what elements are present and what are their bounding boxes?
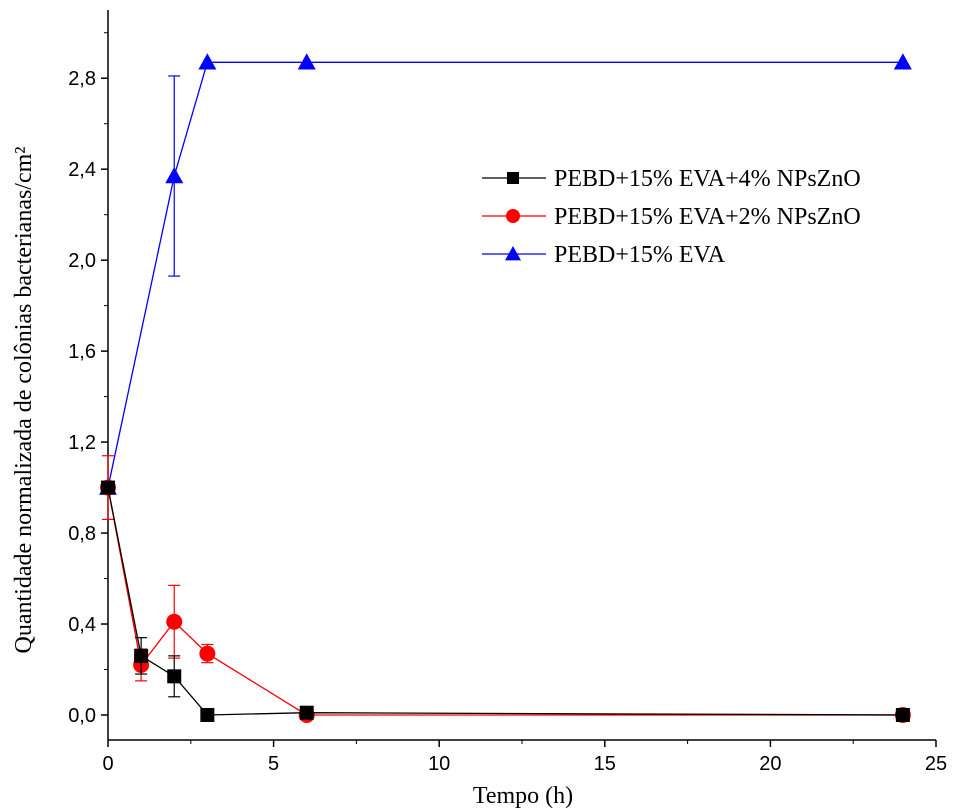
legend-item: PEBD+15% EVA+4% NPsZnO	[482, 166, 861, 192]
series-line	[107, 487, 903, 716]
y-tick-label: 0,0	[68, 705, 96, 727]
y-tick-label: 0,8	[68, 523, 96, 545]
data-point	[134, 648, 149, 663]
data-point	[166, 613, 183, 630]
y-tick-label: 1,6	[68, 341, 96, 363]
data-point	[167, 669, 182, 684]
series-triangle	[99, 53, 912, 495]
legend-marker	[507, 172, 519, 184]
y-axis-title: Quantidade normalizada de colônias bacte…	[11, 147, 37, 654]
y-tick-label: 2,0	[68, 250, 96, 272]
data-point	[200, 707, 215, 722]
axes: 0 5 10 15 20 25 0,0 0,4 0,8 1,2 1,6 2,0 2,4 2,8	[68, 10, 947, 775]
x-tick-label: 25	[925, 753, 947, 775]
y-tick-label: 2,4	[68, 159, 96, 181]
data-point	[198, 53, 217, 70]
legend-marker	[506, 209, 520, 223]
series-circle	[100, 455, 911, 723]
data-point	[165, 167, 184, 184]
legend-marker	[505, 246, 521, 261]
x-axis-title: Tempo (h)	[473, 783, 573, 808]
y-tick-label: 0,4	[68, 614, 96, 636]
data-point	[893, 53, 912, 70]
x-tick-label: 10	[428, 753, 450, 775]
data-point	[895, 707, 910, 722]
legend-label: PEBD+15% EVA+4% NPsZnO	[554, 166, 861, 192]
legend-label: PEBD+15% EVA+2% NPsZnO	[554, 204, 861, 230]
y-tick-label: 1,2	[68, 432, 96, 454]
data-point	[299, 705, 314, 720]
series-line	[107, 487, 903, 716]
series-square	[101, 480, 910, 722]
legend-item: PEBD+15% EVA	[482, 242, 726, 268]
x-tick-label: 20	[759, 753, 781, 775]
series-layer	[99, 53, 912, 723]
x-tick-label: 0	[102, 753, 113, 775]
series-line	[107, 61, 903, 488]
data-point	[101, 480, 115, 495]
legend-label: PEBD+15% EVA	[554, 242, 726, 268]
x-tick-label: 15	[594, 753, 616, 775]
x-tick-label: 5	[268, 753, 279, 775]
legend: PEBD+15% EVA+4% NPsZnO PEBD+15% EVA+2% NP…	[482, 166, 861, 268]
y-tick-label: 2,8	[68, 68, 96, 90]
legend-item: PEBD+15% EVA+2% NPsZnO	[482, 204, 861, 230]
data-point	[297, 53, 316, 70]
data-point	[199, 645, 216, 662]
